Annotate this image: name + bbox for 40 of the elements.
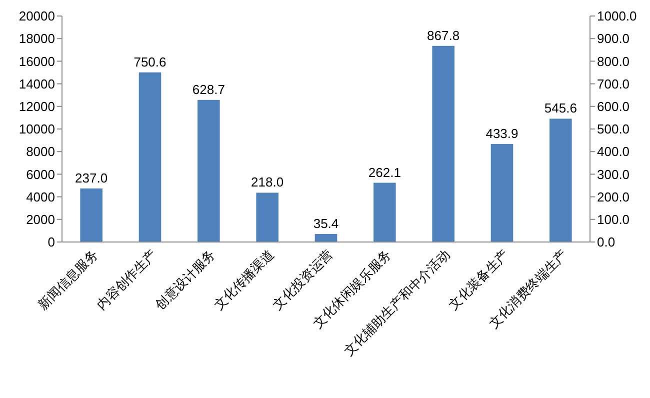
y2-tick-label: 1000.0 (597, 8, 637, 24)
y2-tick-label: 400.0 (597, 144, 630, 160)
bar (374, 182, 396, 242)
y2-tick-label: 900.0 (597, 31, 630, 46)
y-tick-label: 10000 (18, 122, 55, 137)
data-label: 237.0 (75, 170, 108, 186)
bar (198, 100, 220, 242)
y-tick-label: 2000 (26, 212, 55, 227)
y2-tick-label: 0.0 (597, 234, 616, 250)
bar (80, 188, 102, 242)
data-label: 545.6 (544, 100, 577, 116)
data-label: 262.1 (368, 164, 401, 180)
y-tick-label: 12000 (18, 98, 55, 114)
data-label: 35.4 (313, 216, 339, 231)
y2-tick-label: 500.0 (597, 122, 630, 137)
y-tick-label: 4000 (26, 189, 55, 204)
bar (550, 118, 572, 242)
y2-tick-label: 300.0 (597, 166, 630, 182)
y-tick-label: 6000 (26, 166, 55, 182)
bar (490, 144, 514, 242)
y-tick-label: 8000 (26, 144, 55, 160)
y-tick-label: 0 (48, 234, 55, 250)
y2-tick-label: 200.0 (597, 189, 630, 204)
y-tick-label: 20000 (18, 8, 55, 24)
bar (314, 234, 338, 242)
bar (432, 46, 454, 242)
data-label: 750.6 (134, 54, 166, 70)
data-label: 628.7 (192, 82, 225, 97)
y-tick-label: 14000 (18, 76, 55, 92)
bar (256, 192, 278, 242)
data-label: 218.0 (251, 174, 284, 190)
y2-tick-label: 600.0 (597, 98, 630, 114)
data-label: 867.8 (427, 28, 460, 43)
y-tick-label: 18000 (18, 31, 55, 46)
y-tick-label: 16000 (18, 54, 55, 69)
y2-tick-label: 800.0 (597, 54, 630, 69)
data-label: 433.9 (486, 126, 518, 141)
y2-tick-label: 700.0 (597, 76, 630, 92)
bar (138, 72, 162, 242)
y2-tick-label: 100.0 (597, 212, 630, 227)
